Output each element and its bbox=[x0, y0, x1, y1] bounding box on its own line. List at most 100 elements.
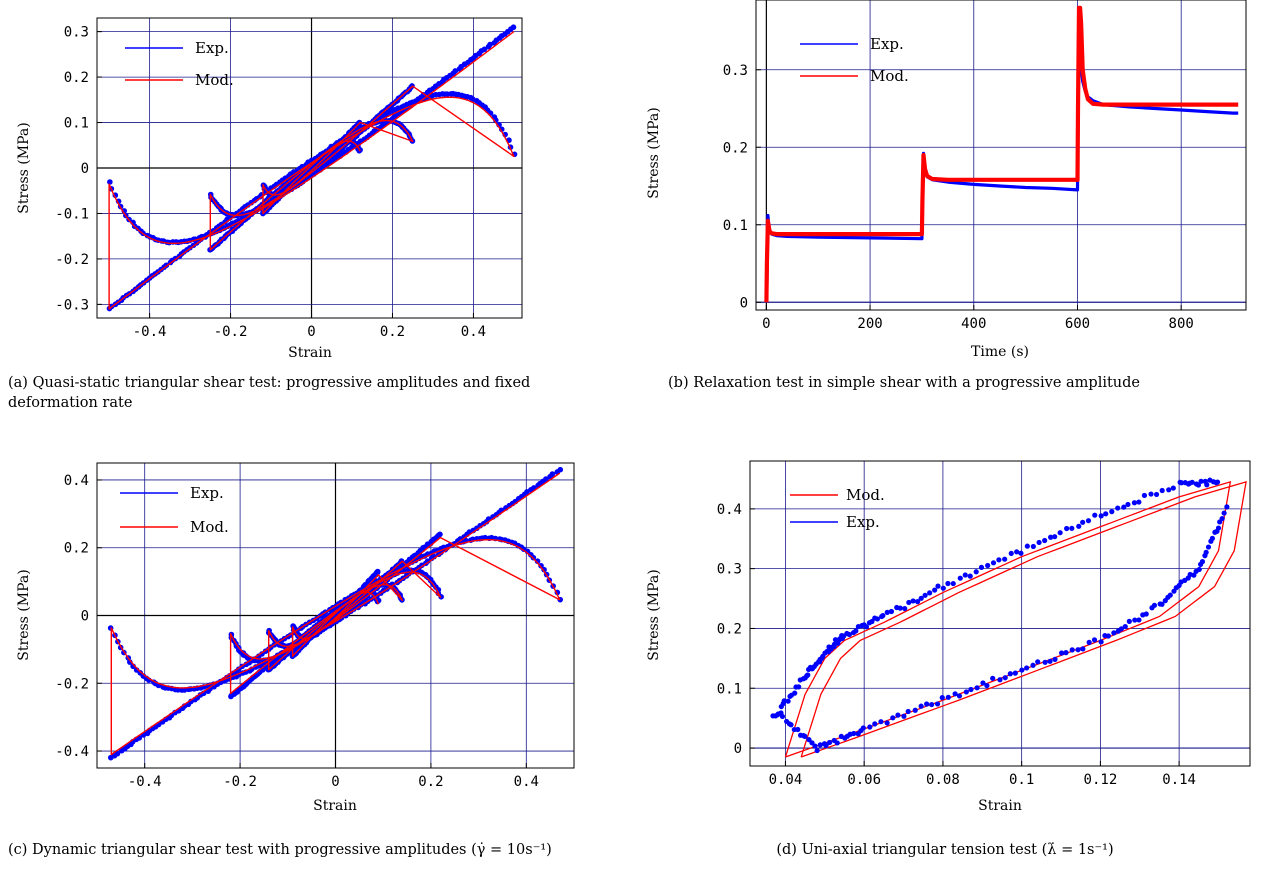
data-point bbox=[1159, 601, 1165, 607]
data-point bbox=[1069, 647, 1075, 653]
data-point bbox=[1141, 492, 1148, 499]
x-tick-label: 0.04 bbox=[769, 772, 803, 788]
data-point bbox=[1035, 659, 1041, 665]
data-point bbox=[935, 583, 941, 589]
axes-frame bbox=[755, 0, 1247, 311]
data-point bbox=[1125, 501, 1131, 508]
data-point bbox=[805, 672, 811, 678]
data-point bbox=[1167, 592, 1173, 598]
plot-area bbox=[106, 24, 518, 312]
data-point bbox=[1111, 630, 1117, 636]
data-point bbox=[802, 733, 808, 739]
data-point bbox=[950, 580, 956, 587]
data-point bbox=[557, 466, 564, 473]
x-tick-label: 0.2 bbox=[418, 774, 443, 790]
series-line bbox=[764, 37, 1239, 303]
y-axis-label: Stress (MPa) bbox=[16, 122, 32, 213]
data-point bbox=[902, 605, 908, 612]
series-exp bbox=[770, 477, 1230, 754]
data-point bbox=[817, 742, 823, 748]
data-point bbox=[1195, 482, 1202, 488]
data-point bbox=[1012, 670, 1018, 676]
data-point bbox=[980, 680, 986, 686]
tick-labels: 0 200 400 600 800 0 0.1 0.2 0.3 bbox=[723, 63, 1194, 332]
data-point bbox=[996, 557, 1002, 563]
y-tick-label: 0.3 bbox=[64, 25, 89, 41]
data-point bbox=[860, 725, 866, 731]
data-point bbox=[795, 726, 801, 733]
caption-c: (c) Dynamic triangular shear test with p… bbox=[8, 842, 552, 858]
legend: Mod. Exp. bbox=[790, 486, 885, 531]
y-tick-label: -0.2 bbox=[55, 676, 89, 692]
data-point bbox=[924, 701, 930, 707]
y-tick-label: 0.4 bbox=[64, 473, 89, 489]
data-point bbox=[1219, 515, 1225, 522]
data-point bbox=[1122, 623, 1128, 630]
data-point bbox=[814, 747, 820, 754]
y-tick-label: 0 bbox=[81, 609, 89, 625]
data-point bbox=[809, 740, 815, 746]
data-point bbox=[1136, 617, 1142, 623]
data-point bbox=[1063, 650, 1069, 656]
data-point bbox=[1205, 544, 1212, 550]
data-point bbox=[884, 720, 890, 726]
data-point bbox=[538, 562, 544, 569]
x-tick-label: 600 bbox=[1065, 316, 1090, 332]
data-point bbox=[1131, 500, 1138, 506]
legend: Exp. Mod. bbox=[800, 35, 909, 85]
plot-area bbox=[764, 5, 1239, 303]
data-point bbox=[1148, 491, 1154, 497]
data-point bbox=[779, 713, 786, 720]
data-point bbox=[1105, 633, 1111, 639]
y-tick-label: 0.2 bbox=[723, 140, 748, 156]
data-point bbox=[888, 608, 895, 615]
data-point bbox=[990, 675, 996, 681]
data-point bbox=[967, 573, 973, 579]
y-tick-label: 0.3 bbox=[723, 63, 748, 79]
data-point bbox=[874, 616, 880, 622]
data-point bbox=[1030, 662, 1036, 668]
data-point bbox=[107, 754, 114, 761]
y-tick-label: -0.4 bbox=[55, 744, 89, 760]
data-point bbox=[1153, 491, 1160, 498]
x-tick-label: 0.12 bbox=[1084, 772, 1118, 788]
legend-label: Exp. bbox=[870, 35, 904, 53]
data-point bbox=[1118, 626, 1124, 632]
data-point bbox=[228, 693, 234, 700]
data-point bbox=[1136, 499, 1142, 505]
data-point bbox=[912, 707, 918, 713]
data-point bbox=[452, 68, 459, 74]
data-point bbox=[1002, 556, 1008, 562]
data-point bbox=[1143, 611, 1149, 617]
data-point bbox=[867, 724, 873, 730]
x-tick-label: 400 bbox=[961, 316, 986, 332]
y-tick-label: 0.2 bbox=[64, 541, 89, 557]
data-point bbox=[1098, 639, 1104, 645]
data-point bbox=[890, 715, 896, 721]
data-point bbox=[872, 721, 878, 727]
data-point bbox=[927, 590, 933, 596]
data-point bbox=[1203, 549, 1209, 555]
data-point bbox=[834, 740, 840, 746]
data-point bbox=[1151, 602, 1158, 608]
data-point bbox=[1069, 525, 1075, 531]
x-axis-label: Time (s) bbox=[971, 344, 1029, 360]
data-point bbox=[785, 698, 791, 704]
data-point bbox=[543, 476, 549, 482]
data-point bbox=[1018, 550, 1024, 556]
data-point bbox=[1204, 482, 1210, 488]
data-point bbox=[1199, 559, 1206, 565]
series-exp bbox=[764, 37, 1239, 303]
data-point bbox=[1215, 525, 1222, 531]
data-point bbox=[895, 712, 901, 718]
y-tick-label: 0 bbox=[734, 741, 742, 757]
data-point bbox=[915, 599, 921, 605]
data-point bbox=[481, 46, 488, 53]
y-tick-label: -0.1 bbox=[55, 206, 89, 222]
series-mod bbox=[764, 5, 1239, 303]
data-point bbox=[906, 599, 912, 606]
data-point bbox=[792, 690, 798, 696]
legend-label: Mod. bbox=[195, 71, 234, 89]
data-point bbox=[853, 628, 859, 634]
series-line bbox=[110, 472, 561, 756]
